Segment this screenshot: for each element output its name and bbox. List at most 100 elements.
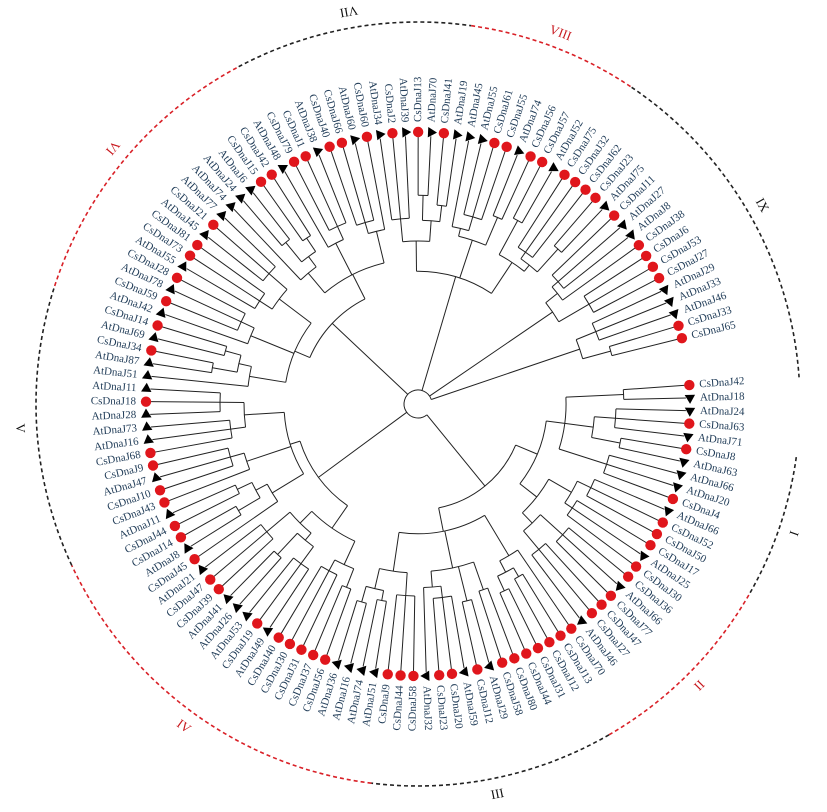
leaf-marker-dot-24	[544, 636, 555, 648]
branch-segment-31	[577, 480, 592, 489]
leaf-marker-dot-45	[284, 638, 296, 650]
branch-segment-164	[152, 428, 231, 441]
leaf-marker-dot-28	[496, 657, 508, 668]
leaf-marker-dot-61	[154, 485, 166, 496]
branch-segment-287	[553, 200, 594, 247]
branch-arc-279	[520, 258, 538, 273]
branch-segment-298	[562, 247, 636, 301]
leaf-marker-dot-42	[319, 654, 331, 665]
leaf-marker-triangle-93	[312, 147, 324, 158]
branch-segment-113	[328, 559, 336, 571]
branch-arc-269	[492, 215, 503, 220]
leaf-marker-triangle-126	[664, 296, 674, 308]
leaf-marker-triangle-54	[198, 564, 209, 576]
leaf-marker-dot-0	[684, 379, 695, 391]
branch-segment-268	[485, 217, 498, 246]
leaf-marker-dot-32	[446, 668, 458, 680]
branch-segment-101	[350, 603, 367, 664]
branch-arc-56	[499, 549, 518, 562]
branch-arc-264	[463, 213, 482, 221]
leaf-marker-dot-81	[192, 239, 203, 251]
branch-segment-64	[497, 575, 505, 591]
leaf-marker-dot-36	[395, 670, 406, 681]
leaf-marker-triangle-119	[616, 219, 627, 230]
branch-segment-118	[299, 510, 313, 524]
leaf-marker-triangle-51	[223, 594, 234, 605]
branch-segment-253	[427, 136, 432, 196]
branch-arc-137	[283, 412, 305, 475]
branch-arc-220	[302, 235, 311, 242]
branch-arc-2	[438, 444, 517, 509]
branch-arc-142	[251, 482, 261, 499]
leaf-marker-triangle-59	[165, 508, 176, 520]
branch-segment-67	[499, 592, 526, 651]
leaf-marker-triangle-6	[679, 457, 690, 468]
leaf-label-103: CsDnaJ41	[439, 78, 455, 124]
leaf-marker-dot-35	[408, 670, 419, 682]
branch-segment-120	[304, 532, 312, 541]
branch-segment-223	[335, 242, 353, 276]
leaf-marker-dot-43	[307, 649, 319, 661]
branch-segment-35	[586, 495, 654, 533]
branch-segment-285	[536, 248, 559, 273]
leaf-label-32: CsDnaJ20	[447, 683, 465, 730]
leaf-label-33: CsDnaJ23	[434, 685, 450, 732]
leaf-marker-triangle-65	[143, 434, 154, 444]
leaf-marker-dot-57	[175, 532, 187, 543]
leaf-marker-triangle-38	[369, 667, 379, 679]
leaf-marker-triangle-7	[676, 470, 687, 481]
leaf-marker-dot-97	[361, 131, 373, 143]
leaf-marker-triangle-117	[599, 200, 610, 211]
leaf-marker-dot-91	[288, 156, 300, 168]
leaf-marker-dot-122	[640, 250, 652, 262]
leaf-marker-triangle-75	[155, 307, 166, 318]
branch-segment-212	[233, 208, 302, 281]
branch-arc-106	[311, 510, 356, 542]
leaf-label-101: CsDnaJ13	[412, 76, 424, 122]
branch-segment-295	[551, 217, 612, 276]
branch-segment-178	[238, 363, 252, 367]
branch-segment-25	[606, 463, 674, 486]
branch-arc-69	[431, 561, 474, 572]
leaf-marker-dot-53	[205, 574, 216, 585]
leaf-marker-triangle-84	[216, 211, 227, 222]
branch-segment-151	[246, 446, 292, 462]
leaf-marker-dot-30	[472, 664, 483, 675]
branch-segment-17	[614, 427, 685, 437]
branch-arc-211	[300, 266, 317, 281]
branch-segment-131	[266, 511, 291, 533]
branch-arc-294	[551, 274, 565, 289]
branch-segment-18	[591, 437, 621, 444]
branch-segment-235	[330, 150, 358, 226]
branch-segment-5	[546, 420, 565, 424]
branch-segment-218	[252, 192, 290, 240]
branch-segment-184	[225, 350, 242, 356]
leaf-marker-dot-95	[336, 137, 348, 149]
leaf-marker-triangle-85	[225, 202, 236, 213]
branch-segment-62	[522, 573, 559, 633]
branch-segment-277	[521, 171, 552, 224]
branch-segment-208	[352, 274, 366, 300]
leaf-marker-triangle-29	[484, 660, 495, 671]
leaf-marker-dot-27	[509, 653, 520, 664]
leaf-marker-dot-103	[438, 128, 450, 139]
branch-arc-139	[266, 483, 279, 502]
leaf-marker-dot-123	[647, 261, 659, 273]
leaf-marker-triangle-112	[548, 162, 559, 172]
branch-segment-207	[224, 217, 276, 268]
branch-segment-309	[595, 302, 667, 333]
branch-segment-299	[558, 303, 590, 323]
leaf-marker-triangle-70	[141, 369, 153, 380]
branch-segment-239	[421, 276, 457, 391]
leaf-marker-dot-121	[633, 240, 645, 251]
branch-arc-227	[328, 222, 347, 231]
branch-segment-187	[161, 326, 227, 347]
branch-segment-175	[249, 375, 286, 383]
leaf-marker-dot-68	[140, 396, 152, 407]
branch-segment-272	[491, 262, 513, 294]
leaf-marker-dot-113	[559, 169, 570, 181]
branch-arc-281	[517, 246, 533, 258]
branch-segment-159	[244, 411, 285, 416]
leaf-marker-triangle-77	[165, 283, 175, 295]
branch-segment-16	[615, 417, 686, 424]
